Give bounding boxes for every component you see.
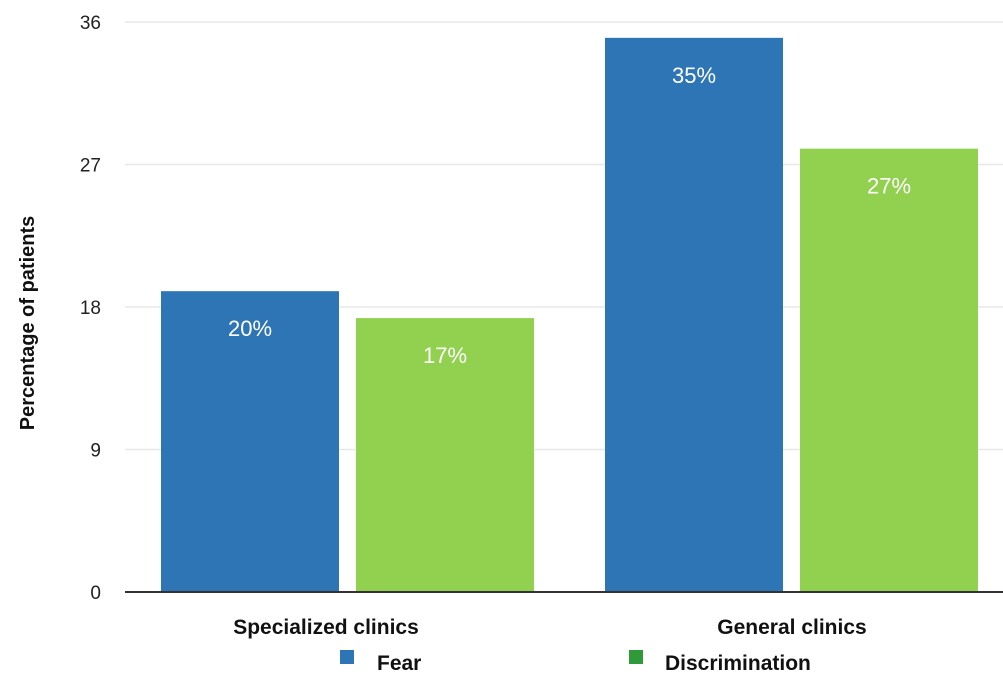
category-label: Specialized clinics [233,616,419,639]
bars: 20% 17% 35% 27% [161,37,978,593]
bar-fear-1 [605,37,783,593]
y-tick-label: 18 [80,298,101,319]
legend-swatch-fear [340,650,354,664]
bar-discrimination-0 [356,318,534,592]
y-tick-label: 27 [80,156,101,177]
legend: Fear Discrimination [340,650,811,675]
data-label: 17% [423,343,467,368]
y-axis-ticks: 0 9 18 27 36 [80,13,101,604]
legend-label: Fear [377,652,421,675]
data-label: 35% [672,63,716,88]
bar-fear-0 [161,291,339,592]
category-label: General clinics [717,616,866,639]
data-label: 20% [228,316,272,341]
y-tick-label: 9 [90,441,101,462]
bar-discrimination-1 [800,148,978,592]
y-tick-label: 0 [90,583,101,604]
legend-swatch-discrimination [629,650,643,664]
data-label: 27% [867,174,911,199]
legend-label: Discrimination [665,652,811,675]
y-tick-label: 36 [80,13,101,34]
x-axis-categories: Specialized clinics General clinics [233,616,867,639]
y-axis-title: Percentage of patients [17,216,39,431]
